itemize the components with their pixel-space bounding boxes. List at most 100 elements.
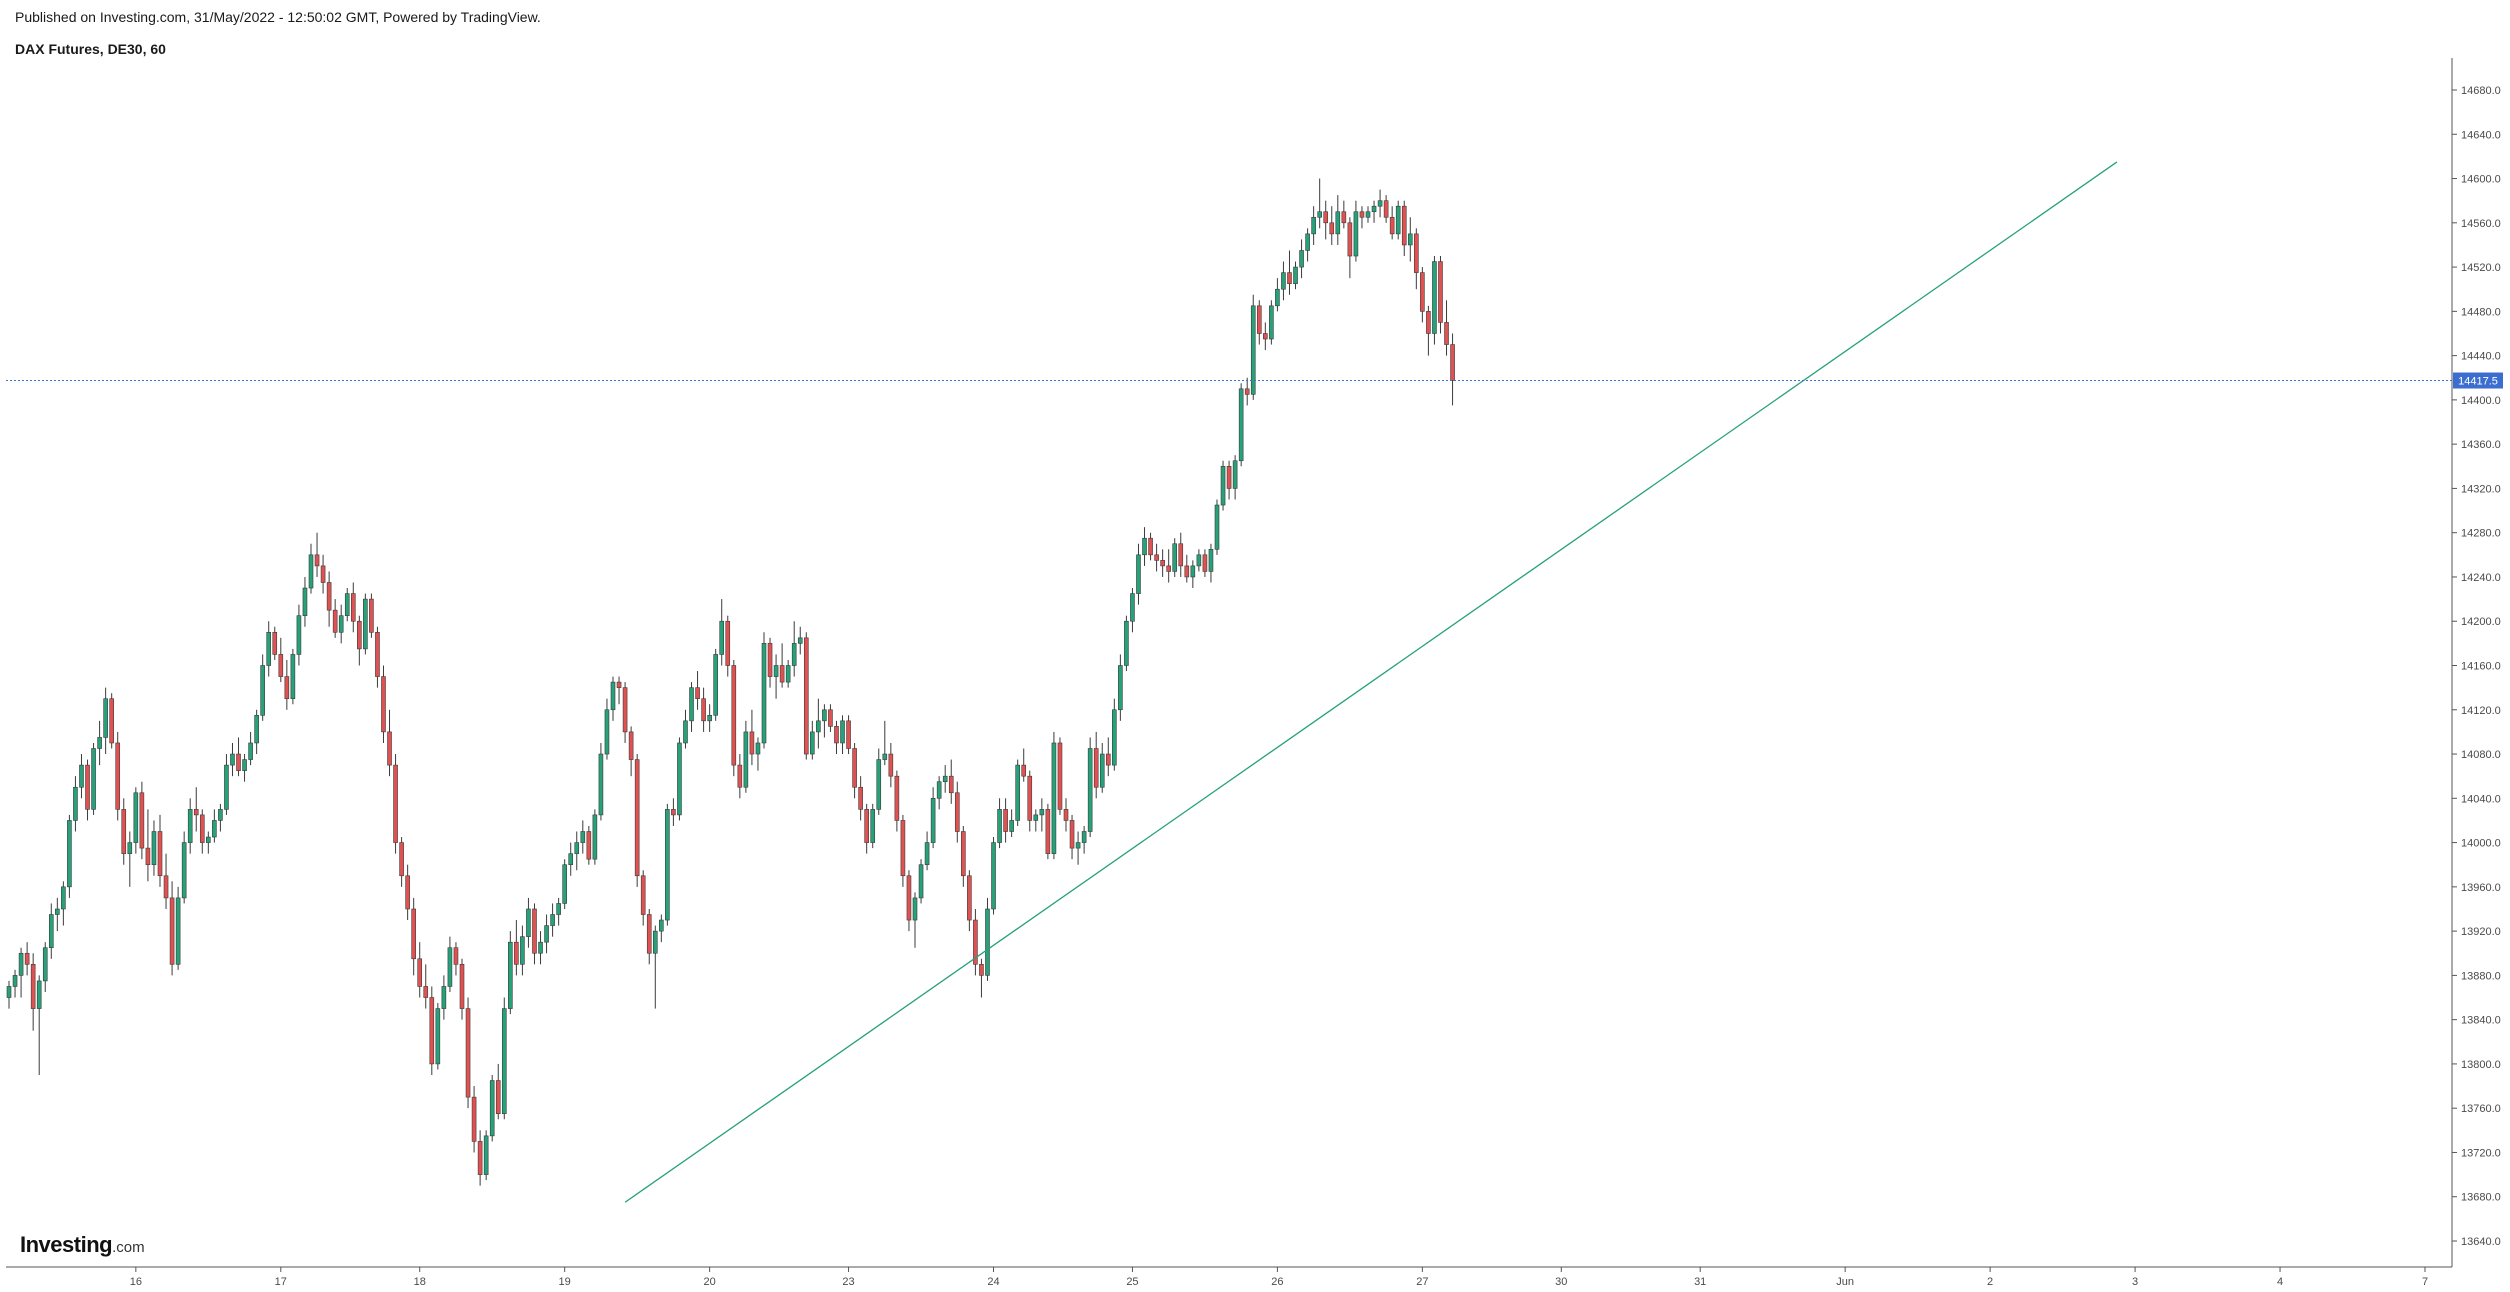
candle-body bbox=[1166, 565, 1171, 572]
candle bbox=[254, 709, 259, 755]
candle bbox=[1160, 549, 1165, 577]
candle-body bbox=[163, 875, 169, 899]
candle-body bbox=[187, 809, 193, 843]
candle-body bbox=[725, 620, 731, 666]
time-tick-label: 7 bbox=[2422, 1276, 2428, 1288]
candle bbox=[1256, 300, 1262, 345]
price-axis[interactable]: 13640.0 13680.0 13720.0 13760.0 13800.0 13840… bbox=[2451, 58, 2501, 1267]
candle bbox=[296, 604, 302, 666]
candle-body bbox=[73, 786, 78, 821]
candle-body bbox=[731, 665, 737, 766]
candle bbox=[1293, 261, 1298, 290]
candle-body bbox=[888, 753, 894, 777]
candle bbox=[169, 881, 175, 976]
candle bbox=[707, 704, 712, 732]
candle-body bbox=[387, 731, 392, 766]
candle bbox=[1335, 195, 1341, 245]
time-tick-label: 26 bbox=[1271, 1276, 1283, 1288]
candle bbox=[1444, 300, 1449, 356]
candle-body bbox=[1021, 764, 1027, 777]
price-tick-label: 14520.0 bbox=[2461, 262, 2501, 274]
candle-body bbox=[1353, 211, 1359, 257]
candle-body bbox=[900, 820, 906, 877]
candle bbox=[290, 648, 296, 705]
candle bbox=[598, 742, 604, 821]
candle bbox=[405, 864, 410, 921]
candle bbox=[1136, 543, 1141, 605]
candle-body bbox=[610, 681, 616, 711]
price-tick-label: 13680.0 bbox=[2461, 1192, 2501, 1204]
candle-body bbox=[308, 554, 314, 589]
candle-body bbox=[145, 847, 151, 866]
candle-body bbox=[260, 665, 265, 716]
candle bbox=[115, 731, 121, 821]
candle-body bbox=[779, 665, 785, 683]
candle-body bbox=[882, 753, 888, 760]
price-tick-label: 13880.0 bbox=[2461, 970, 2501, 982]
candle-body bbox=[646, 914, 652, 954]
candle-body bbox=[272, 631, 278, 655]
price-tick-label: 14680.0 bbox=[2461, 85, 2501, 97]
price-tick-label: 14280.0 bbox=[2461, 528, 2501, 540]
candle bbox=[399, 837, 404, 887]
candle-body bbox=[1238, 388, 1244, 462]
candle bbox=[381, 665, 386, 743]
time-tick-label: 4 bbox=[2277, 1276, 2283, 1288]
candle bbox=[1263, 322, 1268, 351]
candle-body bbox=[1027, 775, 1033, 821]
candle-body bbox=[254, 715, 259, 744]
candle-body bbox=[357, 620, 362, 650]
candle-body bbox=[429, 997, 435, 1065]
candle-body bbox=[864, 809, 869, 843]
candle-body bbox=[411, 908, 416, 960]
time-axis[interactable]: 16 17 18 19 20 23 24 25 26 27 30 31 Jun 2 3 4 7 bbox=[6, 1266, 2452, 1288]
candle bbox=[562, 859, 567, 909]
candle-body bbox=[127, 842, 133, 854]
candle-body bbox=[852, 748, 857, 788]
candle bbox=[121, 798, 127, 865]
candle bbox=[985, 897, 990, 981]
candle-body bbox=[1112, 709, 1117, 766]
candle-body bbox=[302, 587, 308, 616]
candle-body bbox=[447, 947, 453, 987]
candle bbox=[48, 903, 54, 959]
candle-body bbox=[350, 593, 356, 622]
candle bbox=[369, 593, 374, 638]
time-tick-label: Jun bbox=[1836, 1276, 1854, 1288]
candle-body bbox=[1401, 205, 1407, 246]
candle bbox=[1317, 178, 1322, 229]
price-tick-label: 14200.0 bbox=[2461, 616, 2501, 628]
candle-body bbox=[405, 875, 410, 910]
candle-body bbox=[1075, 842, 1081, 849]
candle bbox=[1172, 538, 1178, 577]
time-tick-label: 24 bbox=[987, 1276, 999, 1288]
candle-body bbox=[248, 742, 253, 760]
candle bbox=[544, 914, 549, 954]
candle bbox=[526, 897, 531, 948]
candles bbox=[6, 178, 1455, 1186]
candle-body bbox=[616, 681, 622, 688]
last-price-badge bbox=[2453, 372, 2503, 389]
candle bbox=[743, 720, 749, 793]
candle-body bbox=[55, 908, 60, 915]
candle-body bbox=[224, 764, 229, 810]
candle-body bbox=[91, 748, 96, 810]
candle bbox=[1166, 549, 1171, 583]
candle-body bbox=[1069, 820, 1075, 849]
candle bbox=[61, 881, 66, 926]
candle bbox=[870, 803, 876, 849]
candle-body bbox=[906, 875, 912, 921]
trendline[interactable] bbox=[624, 161, 2118, 1203]
candle-body bbox=[508, 941, 513, 1009]
candle bbox=[1039, 798, 1045, 832]
candle-body bbox=[930, 798, 936, 843]
candle-body bbox=[199, 814, 205, 843]
candle bbox=[212, 809, 217, 843]
candle bbox=[489, 1074, 495, 1142]
candle bbox=[1347, 217, 1353, 279]
candle bbox=[1009, 809, 1014, 838]
candle bbox=[713, 648, 718, 721]
candle bbox=[1033, 809, 1039, 832]
candle bbox=[840, 715, 845, 755]
